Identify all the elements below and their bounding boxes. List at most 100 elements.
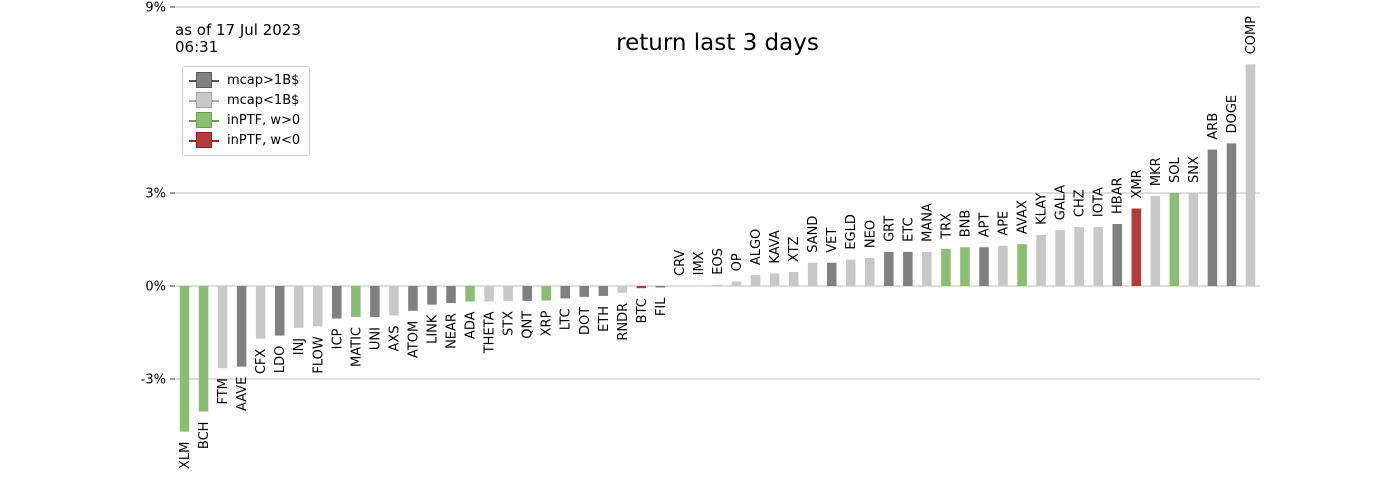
bar-ada (465, 286, 475, 302)
legend-swatch-mcap-big (189, 72, 219, 88)
category-label: CHZ (1073, 189, 1088, 217)
bar-near (446, 286, 456, 304)
bar-qnt (522, 286, 532, 301)
as-of-label: as of 17 Jul 2023 06:31 (175, 22, 301, 56)
category-label: BTC (635, 298, 650, 323)
bar-ftm (217, 286, 228, 369)
category-label: XTZ (787, 236, 802, 262)
bar-uni (370, 286, 380, 317)
bar-xrp (541, 286, 551, 301)
bar-bnb (960, 247, 970, 286)
category-label: FIL (654, 297, 669, 316)
category-label: LDO (273, 346, 288, 374)
category-label: DOT (578, 307, 593, 335)
legend-item-mcap-small: mcap<1B$ (189, 90, 299, 110)
bar-grt (884, 251, 894, 286)
category-label: ARB (1206, 113, 1221, 140)
category-label: APE (997, 211, 1012, 236)
category-label: FTM (216, 378, 231, 404)
category-label: LTC (559, 308, 574, 330)
bar-neo (865, 258, 875, 286)
y-tick-label: 3% (145, 187, 166, 202)
bar-comp (1245, 64, 1256, 286)
bar-dot (579, 286, 590, 297)
bar-avax (1017, 244, 1027, 286)
category-label: SAND (806, 216, 821, 253)
as-of-date: as of 17 Jul 2023 (175, 21, 301, 39)
bar-snx (1188, 193, 1199, 286)
bar-mana (922, 251, 932, 286)
legend-swatch-mcap-small (189, 92, 219, 108)
category-label: EOS (711, 248, 726, 275)
bar-fil (655, 286, 666, 288)
category-label: QNT (521, 311, 536, 339)
legend-item-inptf-pos: inPTF, w>0 (189, 110, 300, 130)
bar-apt (979, 247, 989, 286)
bar-imx (693, 285, 704, 287)
bar-theta (484, 286, 494, 302)
bar-hbar (1112, 224, 1122, 286)
bar-xlm (179, 286, 190, 432)
category-label: IOTA (1092, 187, 1107, 217)
category-label: THETA (483, 311, 498, 354)
category-label: OP (730, 253, 745, 271)
category-label: ALGO (749, 229, 764, 265)
category-label: TRX (939, 213, 954, 240)
category-label: KAVA (768, 230, 783, 263)
category-label: HBAR (1111, 177, 1126, 214)
bar-klay (1036, 234, 1046, 286)
category-label: XLM (178, 442, 193, 469)
category-label: LINK (425, 314, 440, 344)
bar-flow (313, 286, 323, 327)
bar-algo (750, 275, 761, 286)
category-label: GALA (1054, 185, 1069, 221)
category-label: MATIC (349, 327, 364, 367)
category-label: ETH (597, 306, 612, 332)
category-label: RNDR (616, 303, 631, 341)
bar-eos (712, 284, 723, 286)
category-label: APT (977, 213, 992, 238)
category-label: AXS (387, 325, 402, 351)
bar-sol (1169, 193, 1180, 286)
bar-rndr (617, 286, 628, 293)
category-label: XRP (540, 310, 555, 336)
category-label: STX (502, 311, 517, 336)
category-label: KLAY (1035, 193, 1050, 225)
bar-mkr (1150, 196, 1161, 286)
bar-eth (598, 286, 609, 296)
bar-iota (1093, 227, 1103, 286)
category-label: NEO (863, 220, 878, 248)
bar-stx (503, 286, 513, 301)
category-label: COMP (1244, 16, 1259, 55)
chart-title: return last 3 days (616, 30, 819, 56)
category-label: ICP (330, 328, 345, 349)
bar-egld (845, 259, 856, 286)
bar-trx (941, 248, 951, 286)
legend-label-inptf-neg: inPTF, w<0 (227, 132, 301, 148)
bar-sand (807, 262, 818, 286)
category-label: CRV (673, 250, 688, 276)
bar-ltc (560, 286, 570, 299)
category-label: IMX (692, 251, 707, 275)
category-label: CFX (254, 349, 269, 375)
category-label: ADA (464, 311, 479, 339)
bar-btc (636, 286, 647, 289)
bar-matic (351, 286, 361, 317)
y-tick-label: -3% (141, 373, 166, 388)
bar-cfx (255, 286, 266, 339)
category-label: NEAR (445, 313, 460, 349)
category-label: ATOM (406, 321, 421, 358)
bar-aave (236, 286, 247, 367)
bar-arb (1207, 149, 1218, 286)
category-label: INJ (292, 338, 307, 355)
category-label: XMR (1130, 169, 1145, 198)
bar-xmr (1131, 208, 1142, 286)
category-label: UNI (368, 327, 383, 350)
category-label: VET (825, 228, 840, 253)
category-label: FLOW (311, 336, 326, 373)
bar-gala (1055, 230, 1065, 286)
legend-label-mcap-small: mcap<1B$ (227, 92, 300, 108)
as-of-time: 06:31 (175, 38, 219, 56)
legend-label-inptf-pos: inPTF, w>0 (227, 112, 301, 128)
legend-label-mcap-big: mcap>1B$ (227, 72, 300, 88)
